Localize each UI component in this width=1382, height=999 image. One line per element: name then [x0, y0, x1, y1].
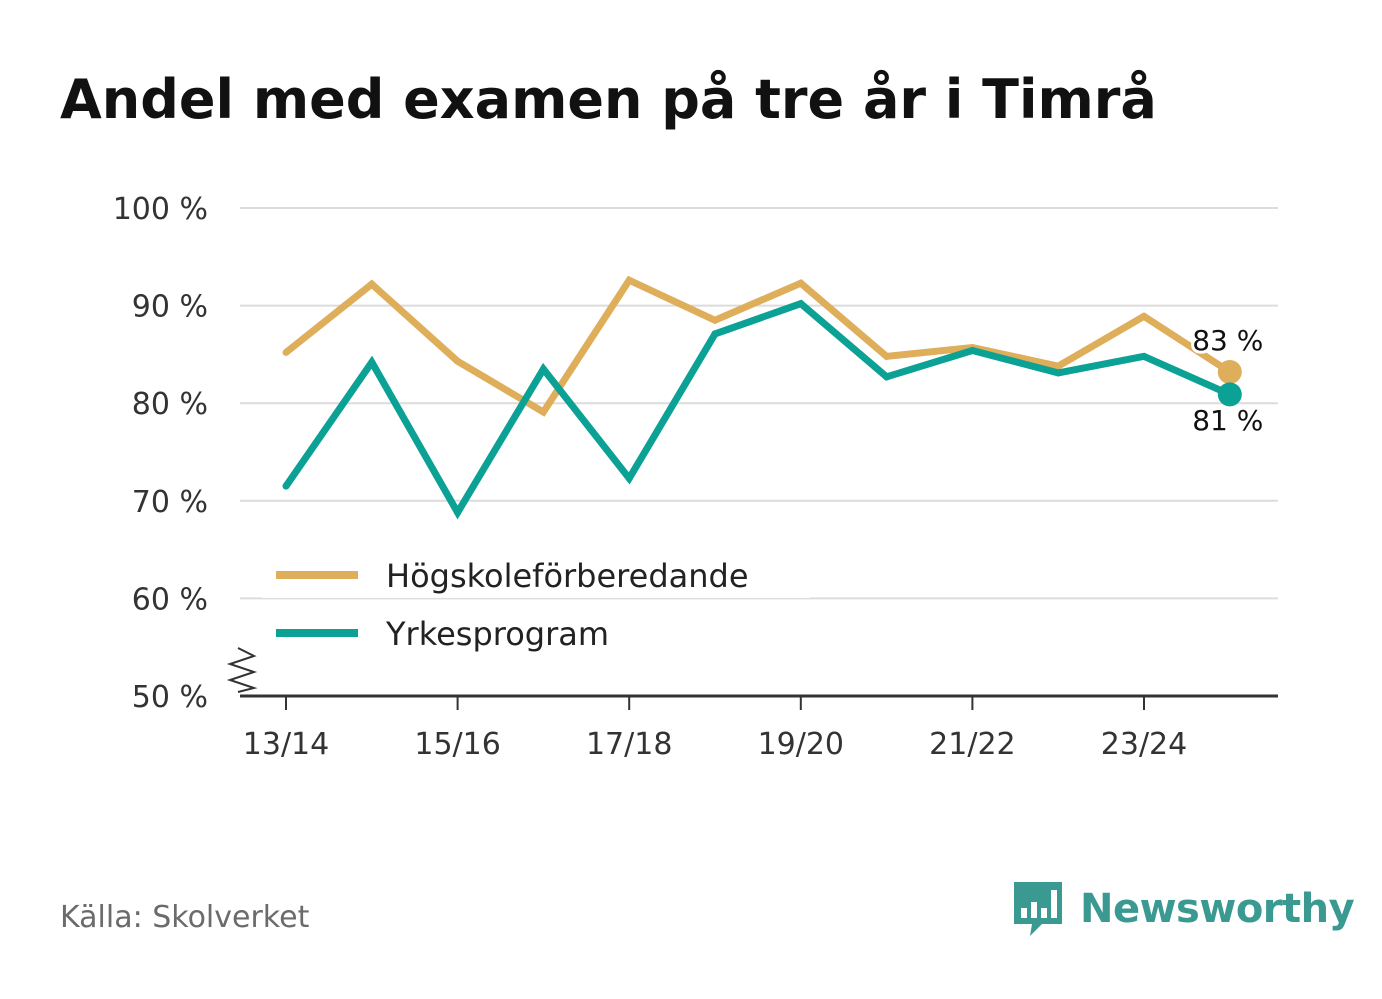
x-tick-label: 19/20 — [758, 727, 844, 762]
data-point-hogskole — [282, 348, 290, 356]
y-tick-label: 90 % — [132, 290, 208, 325]
data-point-yrke — [454, 509, 462, 517]
legend-label-hogskole: Högskoleförberedande — [386, 557, 749, 595]
x-tick-label: 23/24 — [1101, 727, 1187, 762]
data-point-hogskole — [797, 279, 805, 287]
y-tick-label: 70 % — [132, 485, 208, 520]
end-marker-yrke — [1217, 382, 1242, 407]
brand-name: Newsworthy — [1080, 886, 1355, 932]
brand-logo[interactable]: Newsworthy — [1012, 878, 1355, 940]
data-point-hogskole — [454, 357, 462, 365]
x-tick-label: 17/18 — [586, 727, 672, 762]
data-point-yrke — [968, 346, 976, 354]
data-point-yrke — [625, 474, 633, 482]
newsworthy-logo-icon — [1014, 882, 1062, 936]
series-line-yrke — [283, 299, 1232, 520]
series-lines — [282, 275, 1242, 520]
data-point-hogskole — [625, 276, 633, 284]
legend: Högskoleförberedande Yrkesprogram — [262, 548, 810, 653]
data-point-hogskole — [368, 280, 376, 288]
end-labels: 83 % 81 % — [1189, 321, 1266, 440]
x-axis — [226, 647, 1278, 698]
data-point-hogskole — [1140, 312, 1148, 320]
end-label-yrke: 81 % — [1192, 404, 1263, 437]
x-tick-label: 15/16 — [414, 727, 500, 762]
y-tick-label: 100 % — [113, 192, 208, 227]
y-tick-label: 80 % — [132, 387, 208, 422]
data-point-yrke — [883, 373, 891, 381]
end-label-hogskole: 83 % — [1192, 324, 1263, 357]
series-line-hogskole — [283, 275, 1232, 417]
y-axis-ticks: 50 % 60 % 70 % 80 % 90 % 100 % — [113, 192, 208, 715]
end-marker-hogskole — [1217, 359, 1242, 384]
data-point-yrke — [711, 330, 719, 338]
source-note: Källa: Skolverket — [60, 900, 310, 935]
x-axis-ticks: 13/14 15/16 17/18 19/20 21/22 23/24 — [243, 696, 1187, 762]
legend-label-yrke: Yrkesprogram — [385, 615, 609, 653]
data-point-yrke — [797, 300, 805, 308]
data-point-hogskole — [883, 352, 891, 360]
axis-break-icon — [226, 647, 258, 693]
data-point-hogskole — [539, 408, 547, 416]
gridlines — [240, 207, 1278, 600]
data-point-yrke — [1140, 352, 1148, 360]
chart-title: Andel med examen på tre år i Timrå — [60, 68, 1157, 131]
data-point-hogskole — [711, 316, 719, 324]
data-point-yrke — [539, 365, 547, 373]
y-tick-label: 60 % — [132, 582, 208, 617]
data-point-yrke — [282, 482, 290, 490]
x-tick-label: 13/14 — [243, 727, 329, 762]
data-point-yrke — [1054, 369, 1062, 377]
x-tick-label: 21/22 — [929, 727, 1015, 762]
y-tick-label: 50 % — [132, 680, 208, 715]
data-point-yrke — [368, 358, 376, 366]
data-point-hogskole — [1054, 362, 1062, 370]
